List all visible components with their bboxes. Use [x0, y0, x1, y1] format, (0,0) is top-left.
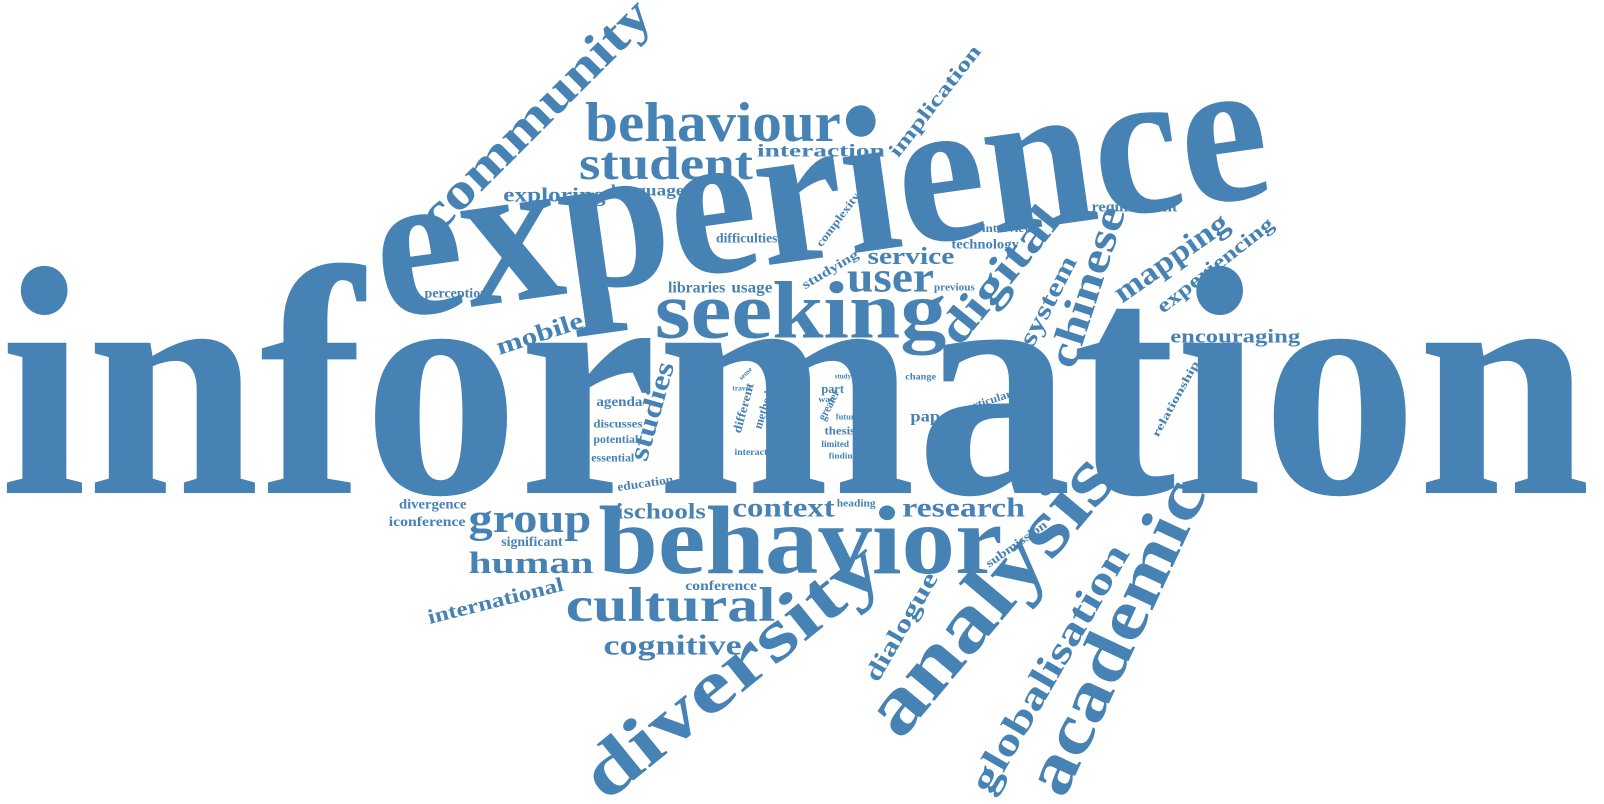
word: technology	[951, 237, 1019, 252]
word: seeking	[655, 265, 947, 356]
word: cultural	[566, 577, 776, 632]
word: ischools	[616, 499, 706, 524]
word: study	[835, 372, 852, 380]
word: thesis	[825, 426, 856, 438]
word: international	[426, 574, 567, 629]
word: change	[905, 371, 936, 381]
word: language	[611, 182, 685, 199]
word: libraries	[668, 280, 725, 297]
word: usage	[731, 280, 772, 297]
word: way	[818, 395, 834, 404]
word: discusses	[593, 419, 643, 431]
word: finding	[829, 451, 858, 460]
word: heading	[837, 498, 877, 509]
word: paper	[910, 408, 956, 425]
word: significant	[501, 534, 563, 549]
word: group	[469, 496, 592, 541]
word: order	[839, 351, 858, 359]
word: information	[0, 201, 1591, 564]
word: student	[579, 138, 754, 189]
word: human	[469, 546, 594, 580]
word: requirement	[1091, 200, 1177, 216]
word: essential	[591, 452, 634, 464]
word: perception	[425, 286, 489, 301]
word: part	[821, 382, 844, 396]
word: cognitive	[604, 630, 742, 662]
word: iconference	[389, 514, 466, 529]
word: context	[732, 492, 835, 523]
word: behaviour	[585, 92, 841, 154]
word: conference	[685, 578, 757, 593]
word: interview	[982, 223, 1034, 235]
word: encouraging	[1170, 327, 1300, 348]
word: interact	[734, 447, 768, 457]
word: potential	[593, 434, 638, 446]
word: difficulties	[716, 230, 777, 245]
word: future	[836, 412, 859, 421]
word: limited	[821, 439, 849, 449]
word: agenda	[596, 394, 642, 409]
word: exploring	[503, 185, 606, 207]
word: divergence	[399, 496, 467, 511]
word: service	[867, 243, 954, 270]
word: travel	[732, 385, 750, 393]
word: interaction	[757, 141, 885, 161]
word: behavior	[598, 487, 1002, 595]
word: user	[847, 255, 934, 302]
word: previous	[934, 283, 975, 294]
word: research	[902, 492, 1025, 523]
